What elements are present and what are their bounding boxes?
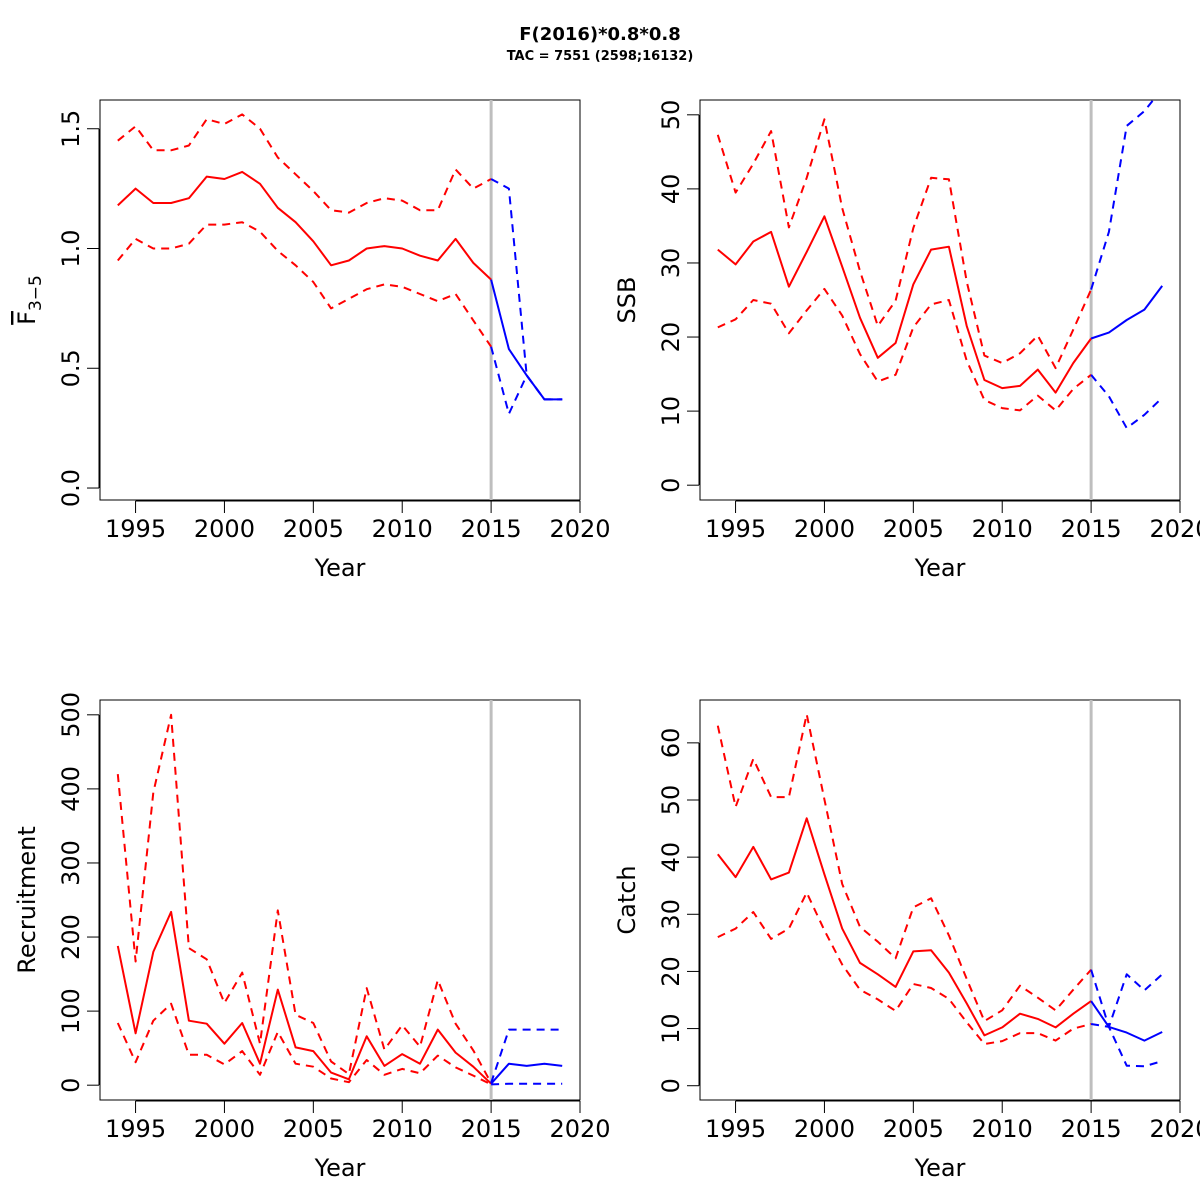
recruitment-plot-frame bbox=[99, 699, 581, 1101]
ssb-y-tick-label: 20 bbox=[657, 322, 685, 353]
f-bar-proj-mid-line bbox=[490, 279, 563, 401]
catch-x-tick-label: 1995 bbox=[705, 1115, 766, 1143]
catch-panel: 1995 2000 2005 2010 2015 2020 0 10 20 30 40 50 60 Yea… bbox=[613, 699, 1200, 1182]
f-bar-panel: 1995 2000 2005 2010 2015 2020 0.0 0.5 1.0 1.5 Year… bbox=[13, 99, 611, 582]
f-bar-y-axis-label: F3−5 bbox=[13, 275, 46, 325]
catch-y-tick-label: 40 bbox=[657, 842, 685, 873]
catch-hist-lower-line bbox=[717, 891, 1092, 1045]
catch-y-tick-label: 20 bbox=[657, 956, 685, 987]
ssb-y-tick-label: 30 bbox=[657, 248, 685, 279]
f-bar-x-tick-label: 2005 bbox=[283, 515, 344, 543]
f-bar-y-axis-label-sub: 3−5 bbox=[26, 275, 46, 311]
f-bar-y-tick-label: 1.5 bbox=[57, 110, 85, 148]
f-bar-plot-frame bbox=[99, 99, 581, 501]
f-bar-hist-upper-line bbox=[117, 113, 492, 214]
ssb-y-axis-label: SSB bbox=[613, 277, 641, 324]
catch-y-tick-label: 50 bbox=[657, 785, 685, 816]
recruitment-x-tick-label: 2015 bbox=[461, 1115, 522, 1143]
f-bar-x-tick-label: 2000 bbox=[194, 515, 255, 543]
ssb-x-tick-label: 1995 bbox=[705, 515, 766, 543]
catch-y-tick-label: 60 bbox=[657, 728, 685, 759]
catch-x-tick-label: 2015 bbox=[1061, 1115, 1122, 1143]
ssb-x-tick-label: 2010 bbox=[972, 515, 1033, 543]
f-bar-y-axis-label-main: F bbox=[13, 311, 41, 325]
catch-y-tick-label: 10 bbox=[657, 1013, 685, 1044]
figure-title: F(2016)*0.8*0.8 bbox=[519, 24, 680, 45]
f-bar-x-tick-label: 1995 bbox=[105, 515, 166, 543]
catch-x-axis-label: Year bbox=[914, 1154, 966, 1182]
recruitment-y-tick-label: 400 bbox=[57, 766, 85, 812]
catch-x-tick-label: 2020 bbox=[1149, 1115, 1200, 1143]
recruitment-y-tick-label: 500 bbox=[57, 692, 85, 738]
recruitment-hist-mid-line bbox=[116, 910, 492, 1085]
f-bar-hist-mid-line bbox=[117, 170, 492, 281]
catch-hist-upper-line bbox=[716, 713, 1092, 1023]
ssb-y-tick-label: 40 bbox=[657, 174, 685, 205]
recruitment-x-tick-label: 2000 bbox=[194, 1115, 255, 1143]
ssb-hist-upper-line bbox=[716, 118, 1093, 370]
recruitment-proj-lower-line bbox=[491, 1082, 563, 1086]
recruitment-proj-upper-line bbox=[490, 1028, 563, 1084]
catch-y-tick-label: 30 bbox=[657, 899, 685, 930]
catch-x-tick-label: 2000 bbox=[794, 1115, 855, 1143]
recruitment-y-tick-label: 200 bbox=[57, 914, 85, 960]
recruitment-proj-mid-line bbox=[490, 1062, 563, 1085]
catch-series-group bbox=[716, 713, 1163, 1068]
ssb-x-tick-label: 2005 bbox=[883, 515, 944, 543]
ssb-panel: 1995 2000 2005 2010 2015 2020 0 10 20 30 40 50 Year S… bbox=[613, 99, 1200, 582]
ssb-x-tick-label: 2015 bbox=[1061, 515, 1122, 543]
f-bar-x-tick-label: 2020 bbox=[549, 515, 610, 543]
figure-subtitle: TAC = 7551 (2598;16132) bbox=[507, 49, 694, 64]
ssb-x-axis-label: Year bbox=[914, 554, 966, 582]
recruitment-series-group bbox=[116, 713, 563, 1086]
f-bar-y-tick-label: 0.5 bbox=[57, 349, 85, 387]
ssb-series-group bbox=[716, 100, 1163, 430]
ssb-proj-upper-line bbox=[1090, 100, 1155, 290]
recruitment-x-tick-label: 2020 bbox=[549, 1115, 610, 1143]
f-bar-y-tick-label: 1.0 bbox=[57, 229, 85, 267]
ssb-hist-mid-line bbox=[717, 215, 1092, 394]
f-bar-series-group bbox=[117, 113, 563, 415]
f-bar-hist-lower-line bbox=[117, 221, 492, 348]
recruitment-x-tick-label: 1995 bbox=[105, 1115, 166, 1143]
catch-y-axis-label: Catch bbox=[613, 865, 641, 934]
catch-proj-lower-line bbox=[1090, 1023, 1163, 1068]
catch-y-tick-label: 0 bbox=[657, 1078, 685, 1093]
catch-hist-mid-line bbox=[717, 817, 1092, 1037]
recruitment-x-tick-label: 2005 bbox=[283, 1115, 344, 1143]
recruitment-x-tick-label: 2010 bbox=[372, 1115, 433, 1143]
recruitment-hist-upper-line bbox=[116, 713, 492, 1084]
ssb-proj-mid-line bbox=[1090, 285, 1163, 340]
ssb-y-tick-label: 10 bbox=[657, 396, 685, 427]
recruitment-hist-lower-line bbox=[116, 1002, 492, 1086]
ssb-x-tick-label: 2020 bbox=[1149, 515, 1200, 543]
catch-plot-frame bbox=[699, 699, 1181, 1101]
recruitment-y-tick-label: 0 bbox=[57, 1078, 85, 1093]
ssb-plot-frame bbox=[699, 99, 1181, 501]
ssb-x-tick-label: 2000 bbox=[794, 515, 855, 543]
f-bar-x-tick-label: 2015 bbox=[461, 515, 522, 543]
recruitment-panel: 1995 2000 2005 2010 2015 2020 0 100 200 300 400 500… bbox=[13, 692, 611, 1182]
recruitment-y-axis-label: Recruitment bbox=[13, 826, 41, 973]
recruitment-y-tick-label: 300 bbox=[57, 840, 85, 886]
ssb-y-tick-label: 0 bbox=[657, 478, 685, 493]
ssb-proj-lower-line bbox=[1090, 374, 1163, 430]
catch-x-tick-label: 2005 bbox=[883, 1115, 944, 1143]
ssb-y-tick-label: 50 bbox=[657, 100, 685, 131]
catch-proj-mid-line bbox=[1090, 1000, 1163, 1042]
f-bar-x-axis-label: Year bbox=[314, 554, 366, 582]
recruitment-x-axis-label: Year bbox=[314, 1154, 366, 1182]
f-bar-proj-lower-line bbox=[490, 346, 563, 415]
recruitment-y-tick-label: 100 bbox=[57, 988, 85, 1034]
catch-proj-upper-line bbox=[1090, 969, 1163, 1028]
f-bar-proj-upper-line bbox=[490, 178, 563, 401]
f-bar-x-tick-label: 2010 bbox=[372, 515, 433, 543]
catch-x-tick-label: 2010 bbox=[972, 1115, 1033, 1143]
ssb-hist-lower-line bbox=[717, 287, 1092, 412]
f-bar-y-tick-label: 0.0 bbox=[57, 469, 85, 507]
